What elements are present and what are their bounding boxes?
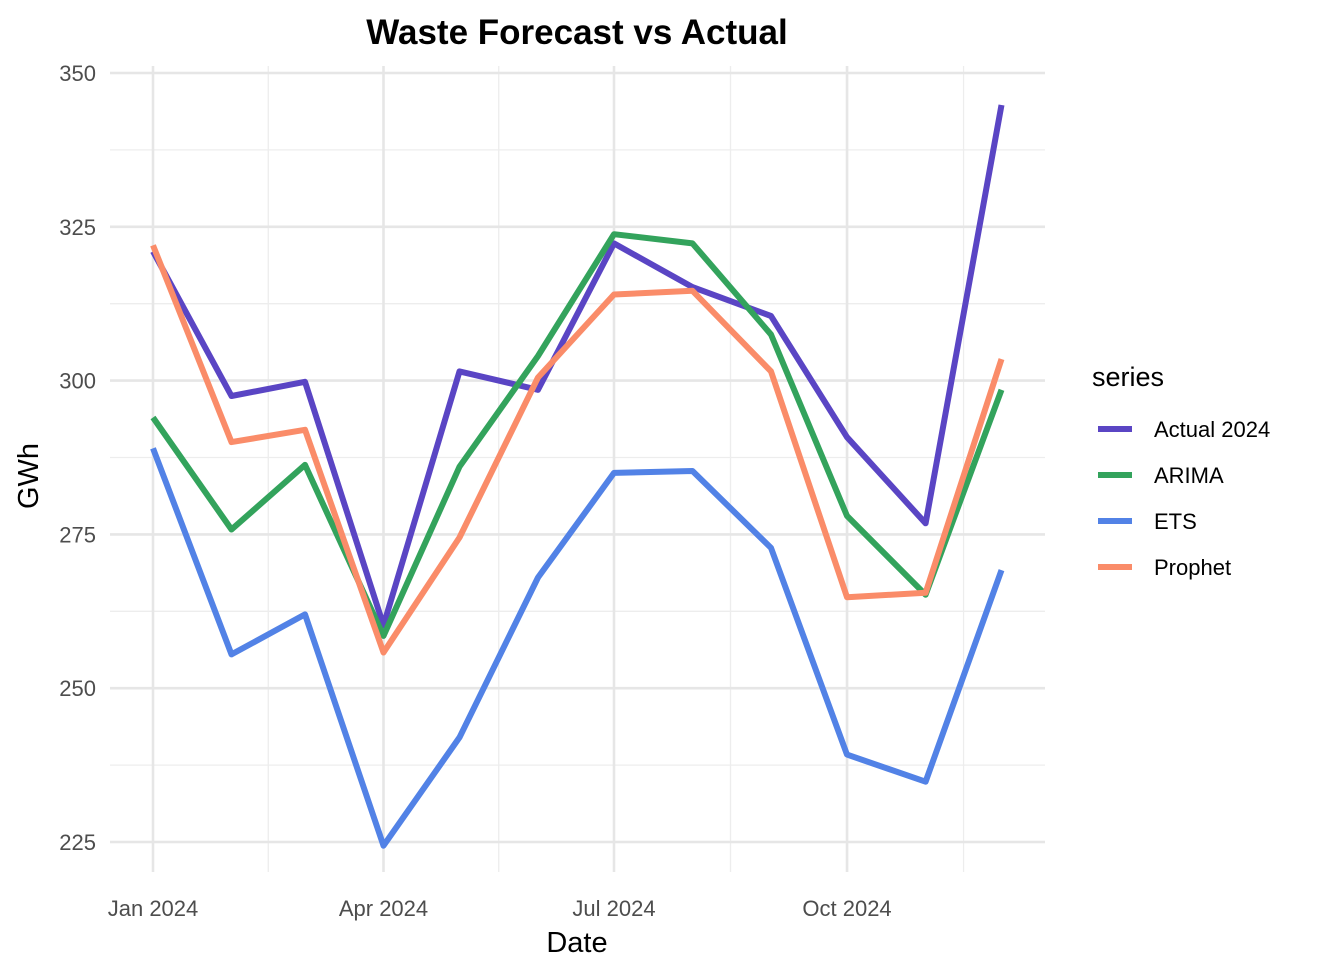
chart-title: Waste Forecast vs Actual bbox=[366, 13, 787, 52]
y-tick-label: 300 bbox=[59, 369, 96, 394]
series-line-arima bbox=[150, 231, 1005, 639]
x-tick-label: Apr 2024 bbox=[339, 896, 428, 921]
y-tick-label: 225 bbox=[59, 830, 96, 855]
legend: series Actual 2024 ARIMA ETS Prophet bbox=[1092, 362, 1270, 580]
legend-label-ets: ETS bbox=[1154, 509, 1197, 534]
grid bbox=[110, 66, 1045, 872]
series-line-prophet bbox=[150, 244, 1005, 656]
series-line-ets bbox=[150, 447, 1005, 849]
series-lines bbox=[150, 104, 1005, 849]
x-axis-title: Date bbox=[546, 927, 607, 959]
legend-label-arima: ARIMA bbox=[1154, 463, 1224, 488]
legend-items: Actual 2024 ARIMA ETS Prophet bbox=[1098, 417, 1270, 580]
y-tick-label: 350 bbox=[59, 61, 96, 86]
legend-item-prophet: Prophet bbox=[1098, 555, 1231, 580]
y-axis-ticks: 225 250 275 300 325 350 bbox=[59, 61, 96, 855]
legend-label-prophet: Prophet bbox=[1154, 555, 1231, 580]
legend-item-arima: ARIMA bbox=[1098, 463, 1224, 488]
series-line-actual-2024 bbox=[150, 104, 1005, 629]
y-axis-title: GWh bbox=[13, 443, 45, 509]
x-axis-ticks: Jan 2024 Apr 2024 Jul 2024 Oct 2024 bbox=[108, 896, 892, 921]
x-tick-label: Jan 2024 bbox=[108, 896, 199, 921]
legend-item-ets: ETS bbox=[1098, 509, 1197, 534]
legend-item-actual-2024: Actual 2024 bbox=[1098, 417, 1270, 442]
x-tick-label: Jul 2024 bbox=[572, 896, 655, 921]
y-tick-label: 275 bbox=[59, 522, 96, 547]
y-tick-label: 325 bbox=[59, 215, 96, 240]
x-tick-label: Oct 2024 bbox=[802, 896, 891, 921]
y-tick-label: 250 bbox=[59, 676, 96, 701]
legend-label-actual-2024: Actual 2024 bbox=[1154, 417, 1270, 442]
legend-title: series bbox=[1092, 362, 1164, 392]
